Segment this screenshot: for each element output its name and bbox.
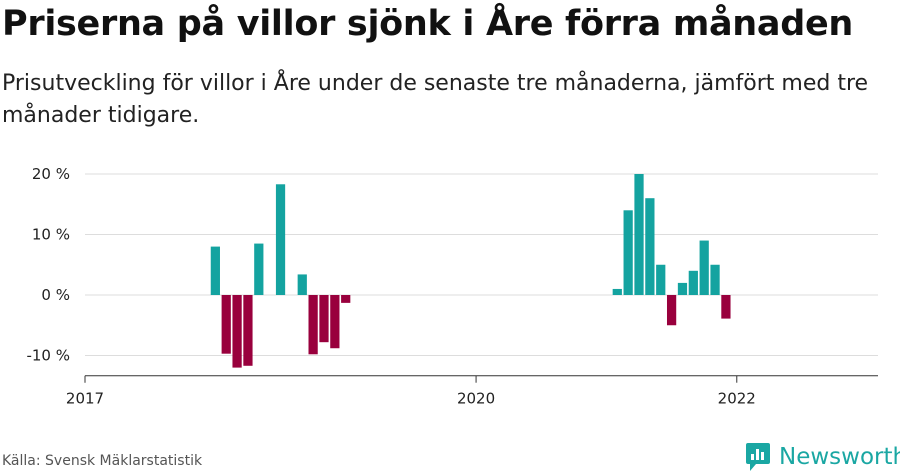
- y-tick-label: 20 %: [32, 165, 70, 183]
- y-tick-label: 0 %: [41, 286, 70, 304]
- bar: [677, 282, 688, 295]
- x-tick-label: 2017: [66, 390, 104, 408]
- y-tick-label: -10 %: [26, 347, 70, 365]
- tick-labels: 20 % 10 % 0 % -10 % 2017 2020 2022: [26, 165, 755, 408]
- source-note: Källa: Svensk Mäklarstatistik: [2, 453, 203, 469]
- bar: [210, 246, 220, 295]
- brand-name: Newsworthy: [779, 444, 900, 470]
- bar: [710, 264, 720, 295]
- bar: [623, 210, 633, 295]
- bar: [330, 295, 340, 349]
- bar: [319, 295, 329, 343]
- bar: [721, 295, 731, 319]
- bar-chart: 20 % 10 % 0 % -10 % 2017 2020 2022 -4 %: [26, 0, 878, 408]
- bar: [645, 198, 655, 295]
- bar: [308, 295, 318, 355]
- bar: [297, 274, 307, 295]
- newsworthy-logo-icon: [746, 443, 770, 471]
- bar: [612, 288, 622, 295]
- bar: [666, 295, 677, 326]
- bar: [656, 264, 666, 295]
- y-tick-label: 10 %: [32, 226, 70, 244]
- bar: [699, 240, 709, 295]
- x-axis: [84, 375, 878, 383]
- chart-title: Priserna på villor sjönk i Åre förra mån…: [2, 4, 854, 44]
- annotations: -4 %: [818, 0, 852, 4]
- chart-subtitle: Prisutveckling för villor i Åre under de…: [2, 71, 869, 128]
- x-tick-label: 2020: [457, 390, 495, 408]
- bar: [634, 174, 644, 295]
- bar: [254, 243, 264, 295]
- x-tick-label: 2022: [718, 390, 756, 408]
- bars: [210, 174, 731, 368]
- bar: [243, 295, 253, 366]
- brand-logo: Newsworthy: [745, 440, 900, 474]
- bar: [221, 295, 231, 354]
- bar: [275, 184, 286, 295]
- gridlines: [85, 173, 878, 356]
- bar: [232, 295, 242, 368]
- bar: [341, 295, 351, 303]
- bar: [688, 270, 698, 295]
- value-annotation: -4 %: [818, 0, 852, 4]
